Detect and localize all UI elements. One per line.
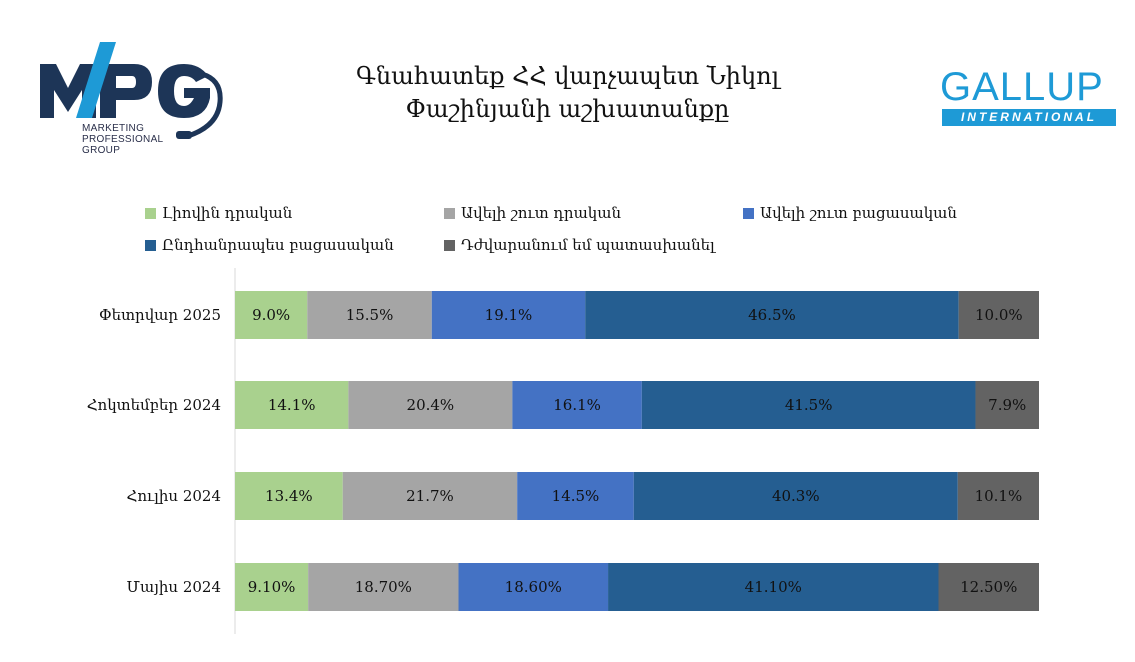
legend-label: Դժվարանում եմ պատասխանել bbox=[461, 236, 715, 254]
gallup-logo: GALLUP INTERNATIONAL bbox=[940, 66, 1120, 128]
legend-swatch bbox=[444, 240, 455, 251]
data-label: 19.1% bbox=[485, 306, 533, 324]
data-label: 21.7% bbox=[406, 487, 454, 505]
gallup-word: GALLUP bbox=[940, 65, 1104, 109]
bar-segment bbox=[633, 472, 958, 520]
category-label: Հոկտեմբեր 2024 bbox=[87, 396, 221, 414]
data-label: 18.70% bbox=[355, 578, 412, 596]
bar-segment bbox=[307, 291, 432, 339]
data-label: 7.9% bbox=[988, 396, 1026, 414]
title-line-1: Գնահատեք ՀՀ վարչապետ Նիկոլ bbox=[356, 62, 779, 90]
bar-segment bbox=[235, 472, 343, 520]
data-label: 13.4% bbox=[265, 487, 313, 505]
data-label: 14.1% bbox=[268, 396, 316, 414]
title-line-2: Փաշինյանի աշխատանքը bbox=[405, 95, 730, 123]
legend-label: Ընդհանրապես բացասական bbox=[162, 236, 394, 254]
data-label: 41.5% bbox=[785, 396, 833, 414]
data-label: 9.10% bbox=[248, 578, 296, 596]
bar-segment bbox=[235, 563, 309, 611]
legend-swatch bbox=[444, 208, 455, 219]
category-label: Մայիս 2024 bbox=[127, 578, 221, 596]
mpg-mark-icon bbox=[40, 42, 223, 139]
bar-segment bbox=[517, 472, 634, 520]
bar-segment bbox=[235, 291, 308, 339]
mpg-line-2: PROFESSIONAL bbox=[82, 134, 164, 145]
mpg-logo: MARKETING PROFESSIONAL GROUP bbox=[38, 40, 238, 160]
legend-label: Ավելի շուտ բացասական bbox=[760, 204, 957, 222]
bar-segment bbox=[975, 381, 1039, 429]
bar-segment bbox=[958, 291, 1039, 339]
bar-segment bbox=[641, 381, 976, 429]
bar-segment bbox=[458, 563, 609, 611]
bar-segment bbox=[512, 381, 642, 429]
legend-label: Ավելի շուտ դրական bbox=[461, 204, 621, 222]
bar-segment bbox=[342, 472, 518, 520]
data-label: 16.1% bbox=[553, 396, 601, 414]
legend: Լիովին դրական Ավելի շուտ դրական Ավելի շո… bbox=[0, 0, 1135, 260]
data-label: 40.3% bbox=[772, 487, 820, 505]
legend-swatch bbox=[743, 208, 754, 219]
data-label: 15.5% bbox=[346, 306, 394, 324]
bar-segment bbox=[938, 563, 1039, 611]
data-label: 10.1% bbox=[975, 487, 1023, 505]
bar-segment bbox=[348, 381, 513, 429]
mpg-subtitle: MARKETING PROFESSIONAL GROUP bbox=[82, 123, 163, 156]
data-label: 41.10% bbox=[745, 578, 802, 596]
data-label: 18.60% bbox=[505, 578, 562, 596]
mpg-line-1: MARKETING bbox=[82, 123, 145, 134]
data-label: 46.5% bbox=[748, 306, 796, 324]
data-label: 14.5% bbox=[552, 487, 600, 505]
chart-title: Գնահատեք ՀՀ վարչապետ Նիկոլ Փաշինյանի աշխ… bbox=[300, 60, 835, 126]
data-label: 10.0% bbox=[975, 306, 1023, 324]
legend-swatch bbox=[145, 208, 156, 219]
bar-segment bbox=[957, 472, 1039, 520]
gallup-international: INTERNATIONAL bbox=[942, 109, 1116, 126]
bar-segment bbox=[308, 563, 459, 611]
category-label: Հուլիս 2024 bbox=[127, 487, 221, 505]
legend-swatch bbox=[145, 240, 156, 251]
bar-segment bbox=[235, 381, 349, 429]
data-label: 9.0% bbox=[252, 306, 290, 324]
legend-label: Լիովին դրական bbox=[162, 204, 293, 222]
mpg-line-3: GROUP bbox=[82, 145, 121, 156]
bar-segment bbox=[431, 291, 586, 339]
category-label: Փետրվար 2025 bbox=[99, 306, 221, 324]
data-label: 20.4% bbox=[407, 396, 455, 414]
data-label: 12.50% bbox=[960, 578, 1017, 596]
bar-segment bbox=[585, 291, 959, 339]
bar-segment bbox=[608, 563, 939, 611]
